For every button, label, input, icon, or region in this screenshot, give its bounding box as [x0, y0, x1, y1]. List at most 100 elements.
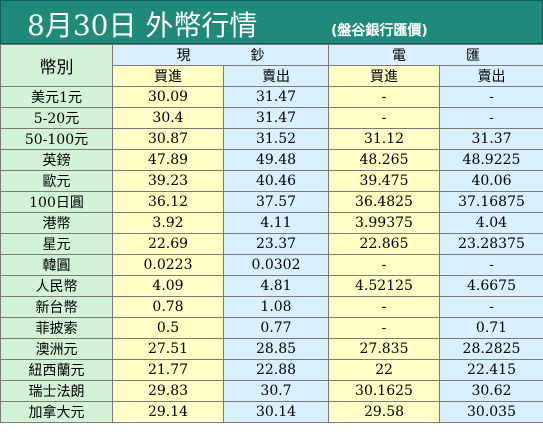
- cash-sell-cell: 1.08: [223, 296, 329, 318]
- table-row: 瑞士法朗 29.83 30.7 30.1625 30.62: [0, 380, 543, 402]
- transfer-sell-cell: 4.04: [439, 212, 543, 234]
- table-row: 5-20元 30.4 31.47- -: [0, 107, 543, 129]
- transfer-sell-cell: -: [439, 107, 543, 129]
- cash-sell-cell: 22.88: [223, 359, 329, 381]
- cash-buy-header: 買進: [112, 65, 224, 87]
- table-row: 50-100元 30.87 31.52 31.12 31.37: [0, 128, 543, 150]
- transfer-group-right: 匯: [466, 48, 480, 64]
- currency-cell: 英鎊: [0, 149, 113, 171]
- cash-buy-cell: 36.12: [112, 191, 224, 213]
- transfer-sell-cell: 28.2825: [439, 338, 543, 360]
- table-row: 英鎊 47.89 49.48 48.265 48.9225: [0, 149, 543, 171]
- exchange-rate-table: 幣別 現鈔 電匯 買進 賣出 買進 賣出 美元1元 30.09 31.4: [0, 44, 543, 423]
- cash-sell-header: 賣出: [223, 65, 329, 87]
- currency-cell: 新台幣: [0, 296, 113, 318]
- transfer-sell-header: 賣出: [439, 65, 543, 87]
- source-label: (盤谷銀行匯價): [331, 23, 428, 39]
- cash-buy-cell: 0.5: [112, 317, 224, 339]
- cash-buy-cell: 4.09: [112, 275, 224, 297]
- currency-cell: 港幣: [0, 212, 113, 234]
- transfer-buy-cell: 22: [328, 359, 440, 381]
- transfer-sell-cell: 0.71: [439, 317, 543, 339]
- transfer-buy-cell: 3.99375: [328, 212, 440, 234]
- transfer-sell-cell: -: [439, 86, 543, 108]
- cash-buy-cell: 27.51: [112, 338, 224, 360]
- cash-buy-cell: 29.14: [112, 401, 224, 423]
- cash-buy-cell: 3.92: [112, 212, 224, 234]
- transfer-buy-cell: 36.4825: [328, 191, 440, 213]
- cash-sell-cell: 37.57: [223, 191, 329, 213]
- currency-cell: 韓圓: [0, 254, 113, 276]
- transfer-sell-cell: -: [439, 296, 543, 318]
- cash-buy-cell: 30.87: [112, 128, 224, 150]
- cash-sell-cell: 4.11: [223, 212, 329, 234]
- transfer-sell-cell: -: [439, 254, 543, 276]
- cash-group-left: 現: [176, 48, 191, 64]
- table-row: 港幣 3.92 4.11 3.99375 4.04: [0, 212, 543, 234]
- table-row: 星元 22.69 23.37 22.865 23.28375: [0, 233, 543, 255]
- table-row: 歐元 39.23 40.46 39.475 40.06: [0, 170, 543, 192]
- currency-cell: 紐西蘭元: [0, 359, 113, 381]
- transfer-buy-cell: 27.835: [328, 338, 440, 360]
- currency-cell: 美元1元: [0, 86, 113, 108]
- currency-cell: 瑞士法朗: [0, 380, 113, 402]
- cash-sell-cell: 31.47: [223, 86, 329, 108]
- transfer-buy-cell: -: [328, 317, 440, 339]
- currency-header: 幣別: [0, 44, 113, 87]
- transfer-sell-cell: 48.9225: [439, 149, 543, 171]
- cash-buy-cell: 30.09: [112, 86, 224, 108]
- transfer-group-left: 電: [392, 48, 406, 64]
- cash-sell-cell: 30.7: [223, 380, 329, 402]
- transfer-buy-cell: 30.1625: [328, 380, 440, 402]
- transfer-sell-cell: 4.6675: [439, 275, 543, 297]
- transfer-buy-cell: 4.52125: [328, 275, 440, 297]
- cash-buy-cell: 22.69: [112, 233, 224, 255]
- cash-buy-cell: 30.4: [112, 107, 224, 129]
- transfer-buy-cell: -: [328, 86, 440, 108]
- table-row: 人民幣 4.09 4.81 4.52125 4.6675: [0, 275, 543, 297]
- table-row: 100日圓 36.12 37.57 36.4825 37.16875: [0, 191, 543, 213]
- cash-sell-cell: 23.37: [223, 233, 329, 255]
- table-row: 加拿大元 29.14 30.14 29.58 30.035: [0, 401, 543, 423]
- table-row: 菲披索 0.5 0.77-0.71: [0, 317, 543, 339]
- cash-sell-cell: 0.77: [223, 317, 329, 339]
- cash-sell-cell: 30.14: [223, 401, 329, 423]
- currency-cell: 加拿大元: [0, 401, 113, 423]
- currency-cell: 50-100元: [0, 128, 113, 150]
- cash-buy-cell: 21.77: [112, 359, 224, 381]
- table-row: 新台幣 0.78 1.08- -: [0, 296, 543, 318]
- cash-buy-cell: 39.23: [112, 170, 224, 192]
- cash-buy-cell: 0.0223: [112, 254, 224, 276]
- cash-buy-cell: 29.83: [112, 380, 224, 402]
- table-row: 美元1元 30.09 31.47- -: [0, 86, 543, 108]
- currency-cell: 星元: [0, 233, 113, 255]
- transfer-buy-cell: 29.58: [328, 401, 440, 423]
- table-row: 紐西蘭元 21.77 22.88 22 22.415: [0, 359, 543, 381]
- table-row: 韓圓 0.0223 0.0302- -: [0, 254, 543, 276]
- transfer-sell-cell: 23.28375: [439, 233, 543, 255]
- transfer-sell-cell: 37.16875: [439, 191, 543, 213]
- page-title: 8月30日 外幣行情: [27, 9, 258, 42]
- transfer-buy-cell: 48.265: [328, 149, 440, 171]
- currency-cell: 人民幣: [0, 275, 113, 297]
- cash-sell-cell: 49.48: [223, 149, 329, 171]
- cash-sell-cell: 28.85: [223, 338, 329, 360]
- currency-cell: 歐元: [0, 170, 113, 192]
- transfer-buy-header: 買進: [328, 65, 440, 87]
- currency-cell: 澳洲元: [0, 338, 113, 360]
- cash-buy-cell: 47.89: [112, 149, 224, 171]
- transfer-buy-cell: 22.865: [328, 233, 440, 255]
- currency-cell: 菲披索: [0, 317, 113, 339]
- cash-group-right: 鈔: [250, 48, 265, 64]
- transfer-buy-cell: -: [328, 107, 440, 129]
- transfer-buy-cell: 39.475: [328, 170, 440, 192]
- currency-cell: 100日圓: [0, 191, 113, 213]
- cash-group-header: 現鈔: [112, 44, 329, 66]
- table-row: 澳洲元 27.51 28.85 27.835 28.2825: [0, 338, 543, 360]
- currency-cell: 5-20元: [0, 107, 113, 129]
- cash-sell-cell: 31.47: [223, 107, 329, 129]
- transfer-sell-cell: 40.06: [439, 170, 543, 192]
- cash-sell-cell: 31.52: [223, 128, 329, 150]
- transfer-buy-cell: 31.12: [328, 128, 440, 150]
